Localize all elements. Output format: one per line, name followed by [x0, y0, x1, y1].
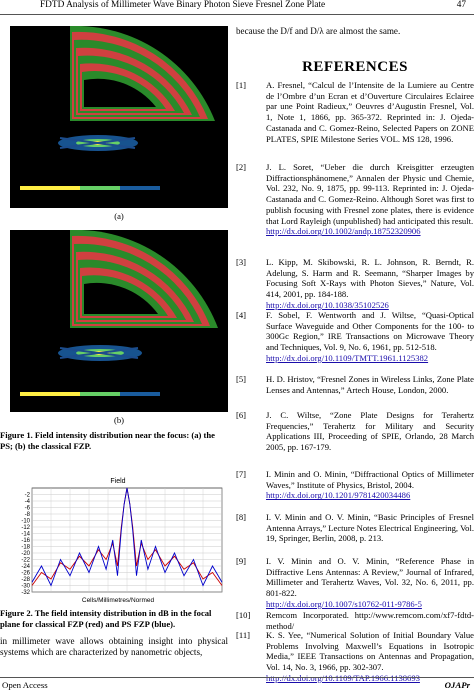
reference-text: A. Fresnel, “Calcul de l’Intensite de la… — [266, 80, 474, 144]
reference-citation: J. C. Wiltse, “Zone Plate Designs for Te… — [266, 410, 474, 453]
footer-rule — [0, 677, 474, 678]
chart-y-tick-label: -22 — [21, 558, 30, 564]
reference-text: I. V. Minin and O. V. Minin, “Reference … — [266, 556, 474, 610]
reference-number: [3] — [236, 257, 247, 267]
footer-journal: OJAPr — [444, 680, 470, 690]
header-rule — [0, 14, 474, 15]
reference-citation: F. Sobel, F. Wentworth and J. Wiltse, “Q… — [266, 310, 474, 353]
reference-citation: H. D. Hristov, “Fresnel Zones in Wireles… — [266, 374, 474, 395]
chart-y-tick-label: -30 — [21, 584, 30, 590]
reference-doi-link[interactable]: http://dx.doi.org/10.1109/TMTT.1961.1125… — [266, 352, 429, 363]
reference-citation: I. V. Minin and O. V. Minin, “Basic Prin… — [266, 512, 474, 544]
reference-text: K. S. Yee, “Numerical Solution of Initia… — [266, 630, 474, 684]
reference-number: [8] — [236, 512, 247, 522]
focus-beam-a — [58, 135, 138, 151]
chart-y-tick-label: -24 — [21, 564, 30, 570]
reference-text: I. V. Minin and O. V. Minin, “Basic Prin… — [266, 512, 474, 544]
footer-left: Open Access — [2, 680, 48, 690]
figure-1-caption: Figure 1. Field intensity distribution n… — [0, 430, 215, 451]
field-chart-svg: -2-4-6-8-10-12-14-16-18-20-22-24-26-28-3… — [21, 478, 223, 604]
focus-beam-b — [58, 345, 142, 361]
reference-doi-link[interactable]: http://dx.doi.org/10.1038/35102526 — [266, 299, 389, 310]
field-simulation-b — [20, 230, 218, 396]
reference-citation: I. Minin and O. Minin, “Diffractional Op… — [266, 469, 474, 490]
reference-text: J. C. Wiltse, “Zone Plate Designs for Te… — [266, 410, 474, 453]
reference-doi-link[interactable]: http://dx.doi.org/10.1002/andp.187523209… — [266, 226, 421, 237]
page-number: 47 — [456, 0, 466, 10]
reference-number: [9] — [236, 556, 247, 566]
reference-number: [5] — [236, 374, 247, 384]
figure-1a-label: (a) — [114, 211, 124, 221]
reference-text: L. Kipp, M. Skibowski, R. L. Johnson, R.… — [266, 257, 474, 311]
chart-y-tick-label: -16 — [21, 538, 30, 544]
chart-series-line — [31, 487, 223, 587]
reference-number: [10] — [236, 610, 251, 620]
reference-text: H. D. Hristov, “Fresnel Zones in Wireles… — [266, 374, 474, 395]
reference-number: [11] — [236, 630, 250, 640]
figure-1b-label: (b) — [113, 415, 125, 425]
reference-number: [7] — [236, 469, 247, 479]
field-simulation-a — [20, 26, 215, 190]
chart-y-tick-label: -2 — [25, 493, 31, 499]
chart-y-tick-label: -26 — [21, 571, 30, 577]
figure-2-caption: Figure 2. The field intensity distributi… — [0, 608, 212, 629]
reference-citation: Remcom Incorporated. http://www.remcom.c… — [266, 610, 474, 631]
reference-number: [6] — [236, 410, 247, 420]
chart-y-tick-label: -10 — [21, 519, 30, 525]
reference-citation: L. Kipp, M. Skibowski, R. L. Johnson, R.… — [266, 257, 474, 300]
chart-y-tick-label: -4 — [25, 499, 31, 505]
figure-1b-image — [10, 230, 228, 412]
chart-y-tick-label: -6 — [25, 506, 31, 512]
figure-2-chart: -2 -4 -6 -8 -10 -12 -14 -16 -18 -20 -22 -24 -26 -28 -3… — [8, 476, 228, 606]
chart-title: Field — [110, 478, 125, 485]
reference-text: Remcom Incorporated. http://www.remcom.c… — [266, 610, 474, 631]
chart-y-tick-label: -14 — [21, 532, 30, 538]
reference-text: F. Sobel, F. Wentworth and J. Wiltse, “Q… — [266, 310, 474, 364]
chart-y-tick-label: -20 — [21, 551, 30, 557]
references-heading: REFERENCES — [302, 59, 408, 75]
reference-doi-link[interactable]: http://dx.doi.org/10.1007/s10762-011-978… — [266, 598, 422, 609]
reference-doi-link[interactable]: http://dx.doi.org/10.1201/9781420034486 — [266, 490, 411, 501]
reference-number: [2] — [236, 162, 247, 172]
chart-x-label: Cells/Millimetres/Normed — [82, 597, 155, 604]
reference-number: [4] — [236, 310, 247, 320]
reference-citation: K. S. Yee, “Numerical Solution of Initia… — [266, 630, 474, 673]
running-title: FDTD Analysis of Millimeter Wave Binary … — [40, 0, 326, 10]
reference-text: J. L. Soret, “Ueber die durch Kreisgitte… — [266, 162, 474, 237]
reference-citation: A. Fresnel, “Calcul de l’Intensite de la… — [266, 80, 474, 144]
chart-y-tick-label: -12 — [21, 525, 30, 531]
reference-citation: I. V. Minin and O. V. Minin, “Reference … — [266, 556, 474, 599]
reference-citation: J. L. Soret, “Ueber die durch Kreisgitte… — [266, 162, 474, 226]
left-body-text: in millimeter wave allows obtaining insi… — [0, 636, 228, 658]
fresnel-zones-b — [70, 230, 218, 328]
fresnel-zones-a — [70, 26, 215, 121]
figure-1a-image — [10, 26, 228, 208]
right-intro-text: because the D/f and D/λ are almost the s… — [236, 26, 401, 36]
chart-y-tick-label: -32 — [21, 590, 30, 596]
running-header: FDTD Analysis of Millimeter Wave Binary … — [0, 0, 474, 13]
chart-y-tick-label: -8 — [25, 512, 31, 518]
reference-text: I. Minin and O. Minin, “Diffractional Op… — [266, 469, 474, 501]
reference-number: [1] — [236, 80, 247, 90]
chart-y-tick-label: -28 — [21, 577, 30, 583]
chart-y-tick-label: -18 — [21, 545, 30, 551]
